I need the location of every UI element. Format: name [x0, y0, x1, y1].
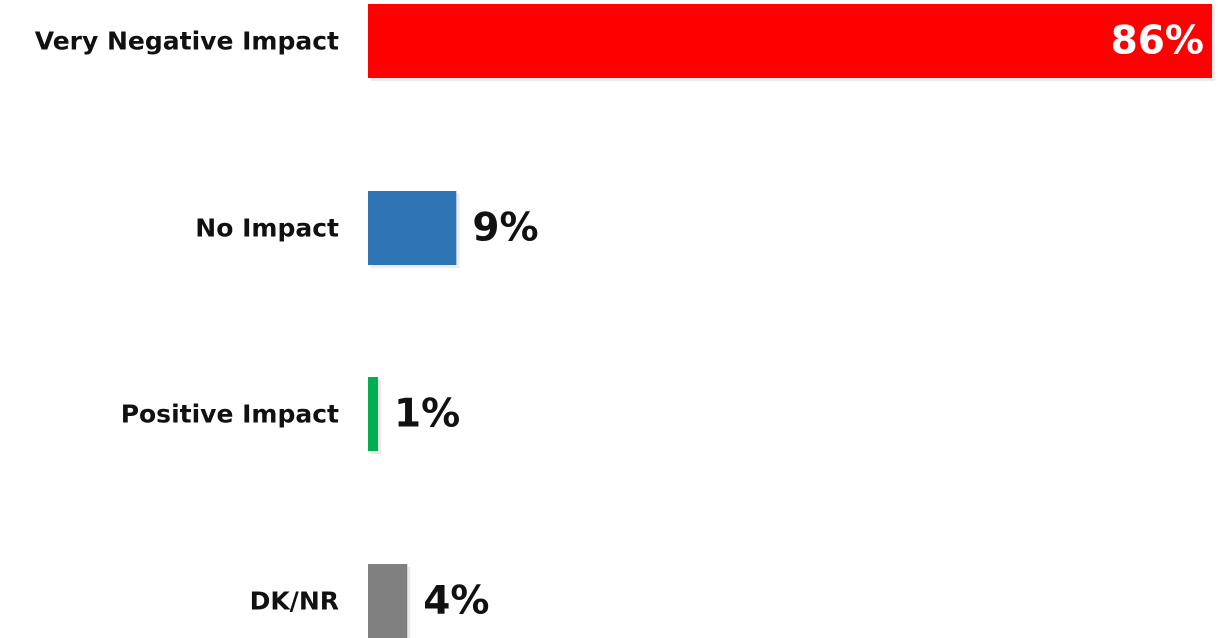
value-label-positive-impact: 1%	[394, 392, 460, 437]
bar-no-impact	[368, 191, 457, 265]
bar-dk-nr	[368, 564, 408, 638]
value-label-dk-nr: 4%	[423, 579, 489, 624]
category-label-positive-impact: Positive Impact	[121, 400, 339, 429]
category-label-very-negative-impact: Very Negative Impact	[35, 27, 339, 56]
bar-positive-impact	[368, 377, 378, 451]
category-label-dk-nr: DK/NR	[250, 587, 339, 616]
value-label-no-impact: 9%	[472, 206, 538, 251]
category-label-no-impact: No Impact	[195, 214, 339, 243]
value-label-very-negative-impact: 86%	[1111, 19, 1204, 64]
bar-very-negative-impact	[368, 4, 1212, 78]
